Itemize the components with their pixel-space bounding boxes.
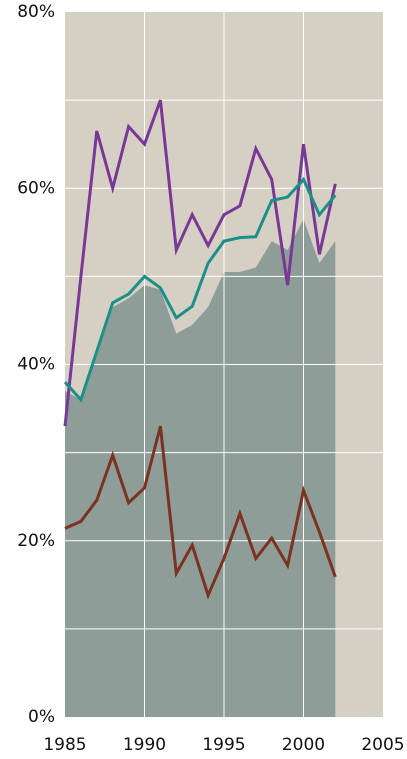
x-tick-label: 1990 [123, 735, 166, 755]
x-tick-label: 1995 [202, 735, 245, 755]
y-tick-label: 80% [17, 2, 55, 22]
x-tick-label: 1985 [43, 735, 86, 755]
y-tick-label: 20% [17, 531, 55, 551]
x-tick-label: 2000 [282, 735, 325, 755]
line [63, 176, 337, 403]
y-tick-label: 60% [17, 178, 55, 198]
line [64, 425, 337, 600]
y-tick-label: 40% [17, 355, 55, 375]
area [65, 219, 336, 717]
line [63, 99, 337, 427]
x-tick-label: 2005 [361, 735, 404, 755]
y-tick-label: 0% [28, 707, 55, 727]
